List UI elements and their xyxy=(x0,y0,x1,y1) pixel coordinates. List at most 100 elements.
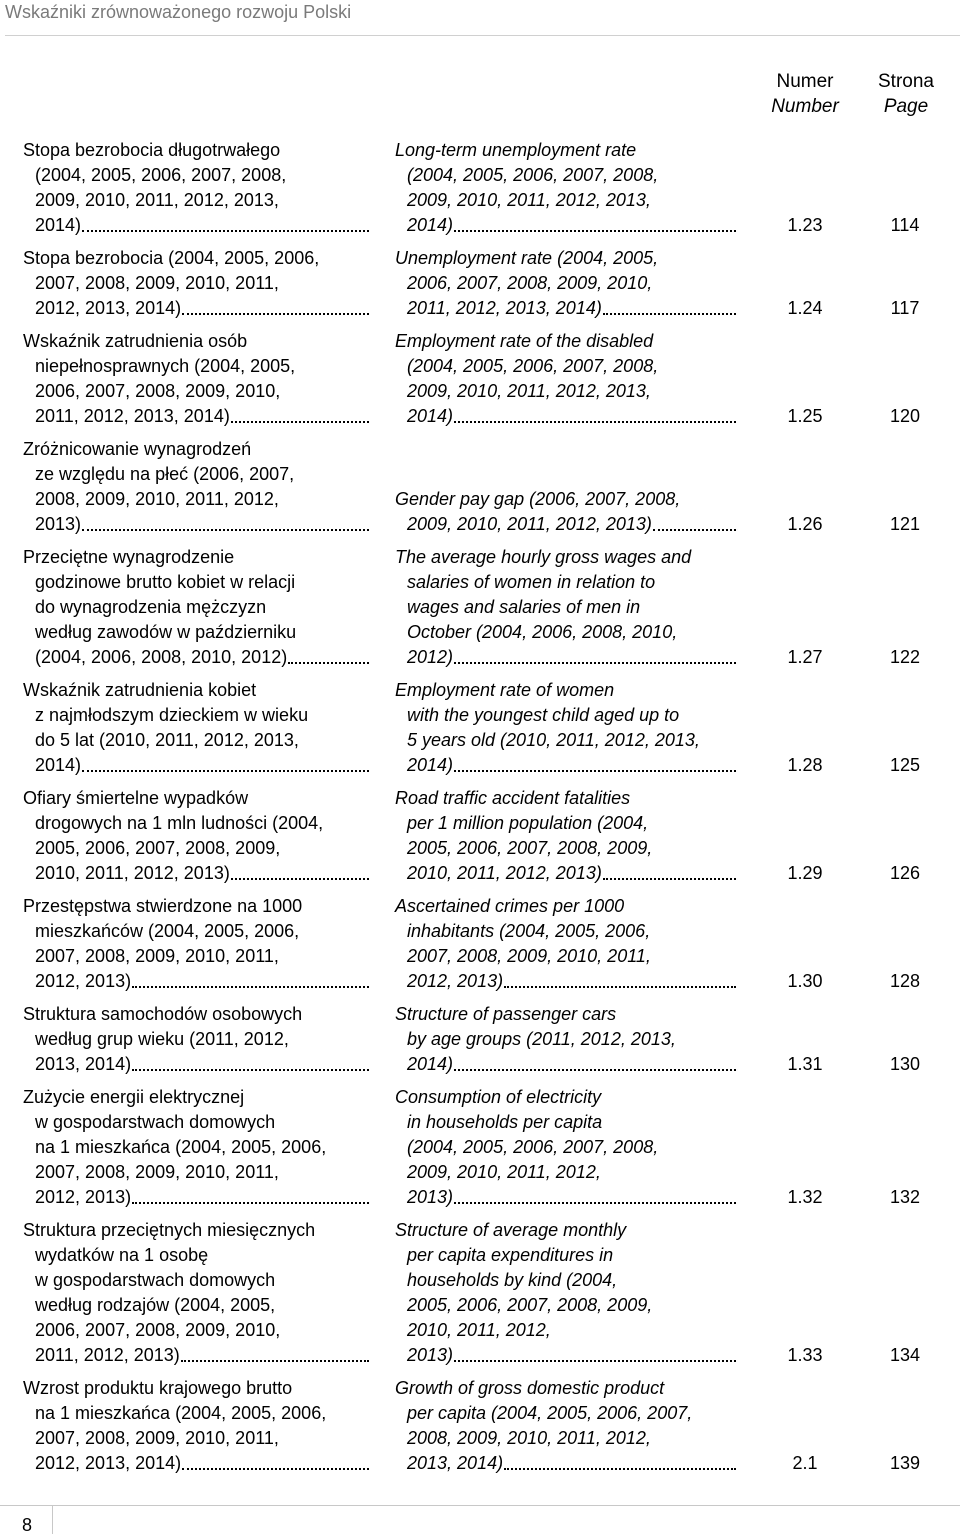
title-text: 2012, 2013) xyxy=(407,971,504,991)
title-line: Przestępstwa stwierdzone na 1000 xyxy=(23,896,303,916)
title-line: Gender pay gap (2006, 2007, 2008, xyxy=(395,489,681,509)
title-line: do 5 lat (2010, 2011, 2012, 2013, xyxy=(35,730,299,750)
page-column-head: Strona Page xyxy=(856,69,956,119)
dot-leader xyxy=(230,421,369,423)
entry-title-en: Growth of gross domestic product per capi… xyxy=(395,1376,738,1476)
title-line: wydatków na 1 osobę xyxy=(35,1245,209,1265)
title-line: 2010, 2011, 2012, 2013) xyxy=(395,861,738,886)
title-text: 2013) xyxy=(35,514,82,534)
title-line: per 1 million population (2004, xyxy=(407,813,649,833)
table-number: 1.25 xyxy=(787,406,823,426)
title-line: na 1 mieszkańca (2004, 2005, 2006, xyxy=(35,1403,327,1423)
toc-entry: Zużycie energii elektrycznej w gospodarst… xyxy=(0,1085,960,1210)
title-line: 2006, 2007, 2008, 2009, 2010, xyxy=(407,273,653,293)
dot-leader xyxy=(82,230,369,232)
dot-leader xyxy=(504,986,736,988)
title-line: niepełnosprawnych (2004, 2005, xyxy=(35,356,296,376)
title-text: 2009, 2010, 2011, 2012, 2013) xyxy=(407,514,652,534)
page-ref: 139 xyxy=(889,1453,921,1473)
title-line: October (2004, 2006, 2008, 2010, xyxy=(407,622,678,642)
title-text: 2010, 2011, 2012, 2013) xyxy=(35,863,230,883)
title-line: 2007, 2008, 2009, 2010, 2011, xyxy=(35,273,279,293)
page-ref: 120 xyxy=(889,406,921,426)
entry-title-pl: Wskaźnik zatrudnienia kobiet z najmłodszy… xyxy=(23,678,371,778)
entry-title-en: Gender pay gap (2006, 2007, 2008, 2009, 2… xyxy=(395,487,738,537)
title-line: 2009, 2010, 2011, 2012, 2013) xyxy=(395,512,738,537)
title-line: 2010, 2011, 2012, 2013) xyxy=(23,861,371,886)
page-ref: 122 xyxy=(889,647,921,667)
title-line: drogowych na 1 mln ludności (2004, xyxy=(35,813,324,833)
title-line: Structure of average monthly xyxy=(395,1220,627,1240)
entry-title-pl: Przeciętne wynagrodzenie godzinowe brutto… xyxy=(23,545,371,670)
table-number: 1.28 xyxy=(787,755,823,775)
title-line: ze względu na płeć (2006, 2007, xyxy=(35,464,295,484)
title-text: 2014) xyxy=(407,406,454,426)
page-ref: 121 xyxy=(889,514,921,534)
toc-entry: Wzrost produktu krajowego brutto na 1 mie… xyxy=(0,1376,960,1476)
title-line: Struktura przeciętnych miesięcznych xyxy=(23,1220,316,1240)
dot-leader xyxy=(132,986,369,988)
entry-title-en: Ascertained crimes per 1000 inhabitants (… xyxy=(395,894,738,994)
title-text: 2012) xyxy=(407,647,454,667)
title-text: 2012, 2013, 2014) xyxy=(35,298,182,318)
title-line: 2014) xyxy=(395,404,738,429)
title-line: 2006, 2007, 2008, 2009, 2010, xyxy=(35,381,281,401)
table-number: 1.24 xyxy=(787,298,823,318)
title-line: 2008, 2009, 2010, 2011, 2012, xyxy=(35,489,279,509)
entry-title-en: Structure of average monthly per capita e… xyxy=(395,1218,738,1368)
title-line: Struktura samochodów osobowych xyxy=(23,1004,303,1024)
title-line: 2013, 2014) xyxy=(395,1451,738,1476)
title-line: with the youngest child aged up to xyxy=(407,705,680,725)
title-line: 2008, 2009, 2010, 2011, 2012, xyxy=(407,1428,651,1448)
title-text: 2014) xyxy=(35,755,82,775)
entry-title-pl: Struktura przeciętnych miesięcznych wydat… xyxy=(23,1218,371,1368)
dot-leader xyxy=(180,1360,369,1362)
table-number: 1.31 xyxy=(787,1054,823,1074)
dot-leader xyxy=(454,770,736,772)
title-line: per capita expenditures in xyxy=(407,1245,614,1265)
toc-entry: Stopa bezrobocia (2004, 2005, 2006, 2007,… xyxy=(0,246,960,321)
page-ref: 128 xyxy=(889,971,921,991)
entry-title-pl: Ofiary śmiertelne wypadków drogowych na 1… xyxy=(23,786,371,886)
title-text: (2004, 2006, 2008, 2010, 2012) xyxy=(35,647,288,667)
title-line: per capita (2004, 2005, 2006, 2007, xyxy=(407,1403,693,1423)
column-head-en: Page xyxy=(883,96,929,117)
dot-leader xyxy=(602,313,736,315)
entry-title-pl: Przestępstwa stwierdzone na 1000 mieszkań… xyxy=(23,894,371,994)
title-text: 2011, 2012, 2013) xyxy=(35,1345,180,1365)
title-line: 2014) xyxy=(23,213,371,238)
title-line: 2005, 2006, 2007, 2008, 2009, xyxy=(407,838,653,858)
running-head: Wskaźniki zrównoważonego rozwoju Polski xyxy=(5,0,960,36)
entry-title-en: Road traffic accident fatalities per 1 mi… xyxy=(395,786,738,886)
entry-title-pl: Stopa bezrobocia długotrwałego (2004, 200… xyxy=(23,138,371,238)
title-line: 2013) xyxy=(395,1185,738,1210)
page-ref: 117 xyxy=(890,298,920,318)
dot-leader xyxy=(602,878,736,880)
title-line: Wskaźnik zatrudnienia kobiet xyxy=(23,680,257,700)
title-text: 2014) xyxy=(407,215,454,235)
table-number: 1.33 xyxy=(787,1345,823,1365)
title-line: Przeciętne wynagrodzenie xyxy=(23,547,235,567)
title-line: według zawodów w październiku xyxy=(35,622,297,642)
toc-entry: Wskaźnik zatrudnienia kobiet z najmłodszy… xyxy=(0,678,960,778)
page-ref: 114 xyxy=(890,215,920,235)
title-line: 2009, 2010, 2011, 2012, 2013, xyxy=(407,190,651,210)
entry-title-pl: Zróżnicowanie wynagrodzeń ze względu na p… xyxy=(23,437,371,537)
column-head-en: Number xyxy=(771,96,839,117)
title-line: 2012) xyxy=(395,645,738,670)
number-column-head: Numer Number xyxy=(755,69,855,119)
toc-entry: Stopa bezrobocia długotrwałego (2004, 200… xyxy=(0,138,960,238)
dot-leader xyxy=(230,878,369,880)
title-line: na 1 mieszkańca (2004, 2005, 2006, xyxy=(35,1137,327,1157)
title-line: (2004, 2005, 2006, 2007, 2008, xyxy=(35,165,287,185)
title-line: (2004, 2005, 2006, 2007, 2008, xyxy=(407,165,659,185)
toc-entry: Przestępstwa stwierdzone na 1000 mieszkań… xyxy=(0,894,960,994)
dot-leader xyxy=(454,662,736,664)
title-line: Road traffic accident fatalities xyxy=(395,788,631,808)
entry-title-pl: Struktura samochodów osobowych według gru… xyxy=(23,1002,371,1077)
table-number: 2.1 xyxy=(792,1453,818,1473)
title-line: Stopa bezrobocia długotrwałego xyxy=(23,140,281,160)
title-text: 2013) xyxy=(407,1345,454,1365)
title-text: 2012, 2013) xyxy=(35,1187,132,1207)
title-line: Ascertained crimes per 1000 xyxy=(395,896,625,916)
